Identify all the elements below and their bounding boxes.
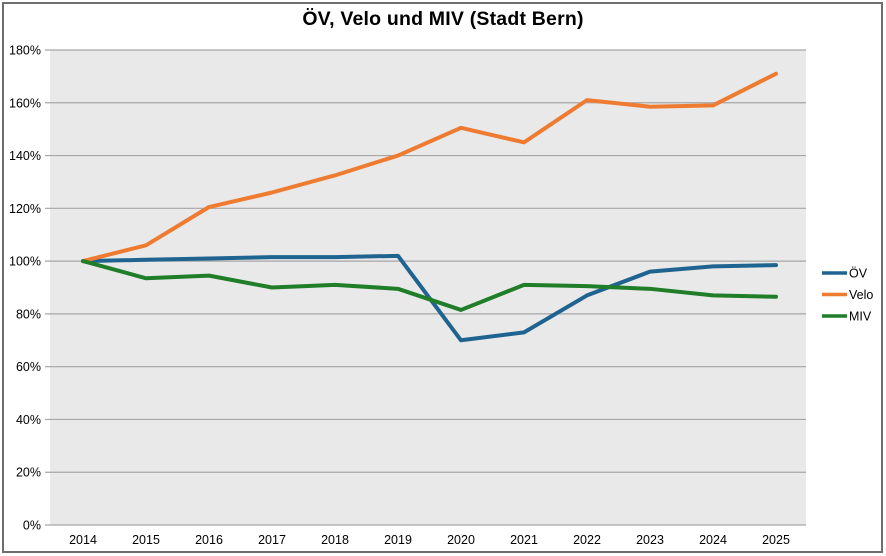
legend-item: MIV xyxy=(822,310,872,324)
x-tick-label: 2023 xyxy=(636,533,664,547)
x-tick-label: 2018 xyxy=(321,533,349,547)
x-tick-label: 2015 xyxy=(132,533,160,547)
y-tick-label: 160% xyxy=(9,96,41,110)
x-tick-label: 2025 xyxy=(762,533,790,547)
y-tick-label: 60% xyxy=(16,360,41,374)
legend-item: Velo xyxy=(822,288,873,302)
y-tick-label: 40% xyxy=(16,413,41,427)
y-tick-label: 180% xyxy=(9,44,41,58)
chart-title: ÖV, Velo und MIV (Stadt Bern) xyxy=(302,8,584,30)
x-tick-label: 2022 xyxy=(573,533,601,547)
y-tick-label: 20% xyxy=(16,466,41,480)
x-tick-label: 2014 xyxy=(69,533,97,547)
legend-label: Velo xyxy=(849,288,873,302)
x-tick-label: 2024 xyxy=(699,533,727,547)
series-line-miv xyxy=(81,259,778,312)
x-tick-label: 2019 xyxy=(384,533,412,547)
x-tick-label: 2016 xyxy=(195,533,223,547)
x-tick-label: 2021 xyxy=(510,533,538,547)
y-tick-label: 140% xyxy=(9,149,41,163)
y-tick-label: 100% xyxy=(9,255,41,269)
legend-label: MIV xyxy=(849,310,872,324)
plot-area xyxy=(50,50,806,525)
legend-item: ÖV xyxy=(822,267,868,281)
x-tick-label: 2020 xyxy=(447,533,475,547)
x-tick-label: 2017 xyxy=(258,533,286,547)
series-line-velo xyxy=(81,71,778,264)
y-tick-label: 80% xyxy=(16,307,41,321)
legend-label: ÖV xyxy=(849,267,868,281)
y-tick-label: 120% xyxy=(9,202,41,216)
y-tick-label: 0% xyxy=(23,519,41,533)
